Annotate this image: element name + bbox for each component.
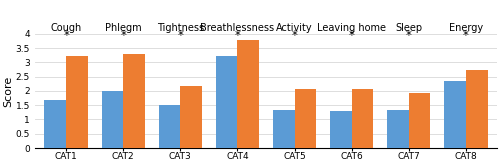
Text: *: * bbox=[406, 29, 411, 42]
Text: Breathlessness: Breathlessness bbox=[200, 23, 274, 33]
Text: Phlegm: Phlegm bbox=[105, 23, 142, 33]
Bar bbox=[466, 70, 487, 148]
Bar bbox=[408, 93, 430, 148]
Bar bbox=[387, 110, 408, 148]
Bar bbox=[66, 56, 88, 148]
Bar bbox=[124, 54, 145, 148]
Text: Sleep: Sleep bbox=[395, 23, 422, 33]
Bar bbox=[102, 91, 124, 148]
Bar bbox=[238, 40, 259, 148]
Text: Activity: Activity bbox=[276, 23, 313, 33]
Bar bbox=[294, 89, 316, 148]
Text: *: * bbox=[348, 29, 354, 42]
Bar bbox=[180, 86, 202, 148]
Y-axis label: Score: Score bbox=[3, 75, 13, 106]
Text: *: * bbox=[64, 29, 69, 42]
Bar bbox=[352, 89, 374, 148]
Text: Energy: Energy bbox=[449, 23, 483, 33]
Bar bbox=[444, 81, 466, 148]
Bar bbox=[158, 105, 180, 148]
Text: Cough: Cough bbox=[50, 23, 82, 33]
Bar bbox=[44, 100, 66, 148]
Text: *: * bbox=[292, 29, 298, 42]
Text: Leaving home: Leaving home bbox=[317, 23, 386, 33]
Text: *: * bbox=[234, 29, 240, 42]
Text: Tightness: Tightness bbox=[157, 23, 204, 33]
Text: *: * bbox=[463, 29, 469, 42]
Bar bbox=[216, 56, 238, 148]
Bar bbox=[273, 110, 294, 148]
Text: *: * bbox=[178, 29, 184, 42]
Text: *: * bbox=[120, 29, 126, 42]
Bar bbox=[330, 111, 351, 148]
